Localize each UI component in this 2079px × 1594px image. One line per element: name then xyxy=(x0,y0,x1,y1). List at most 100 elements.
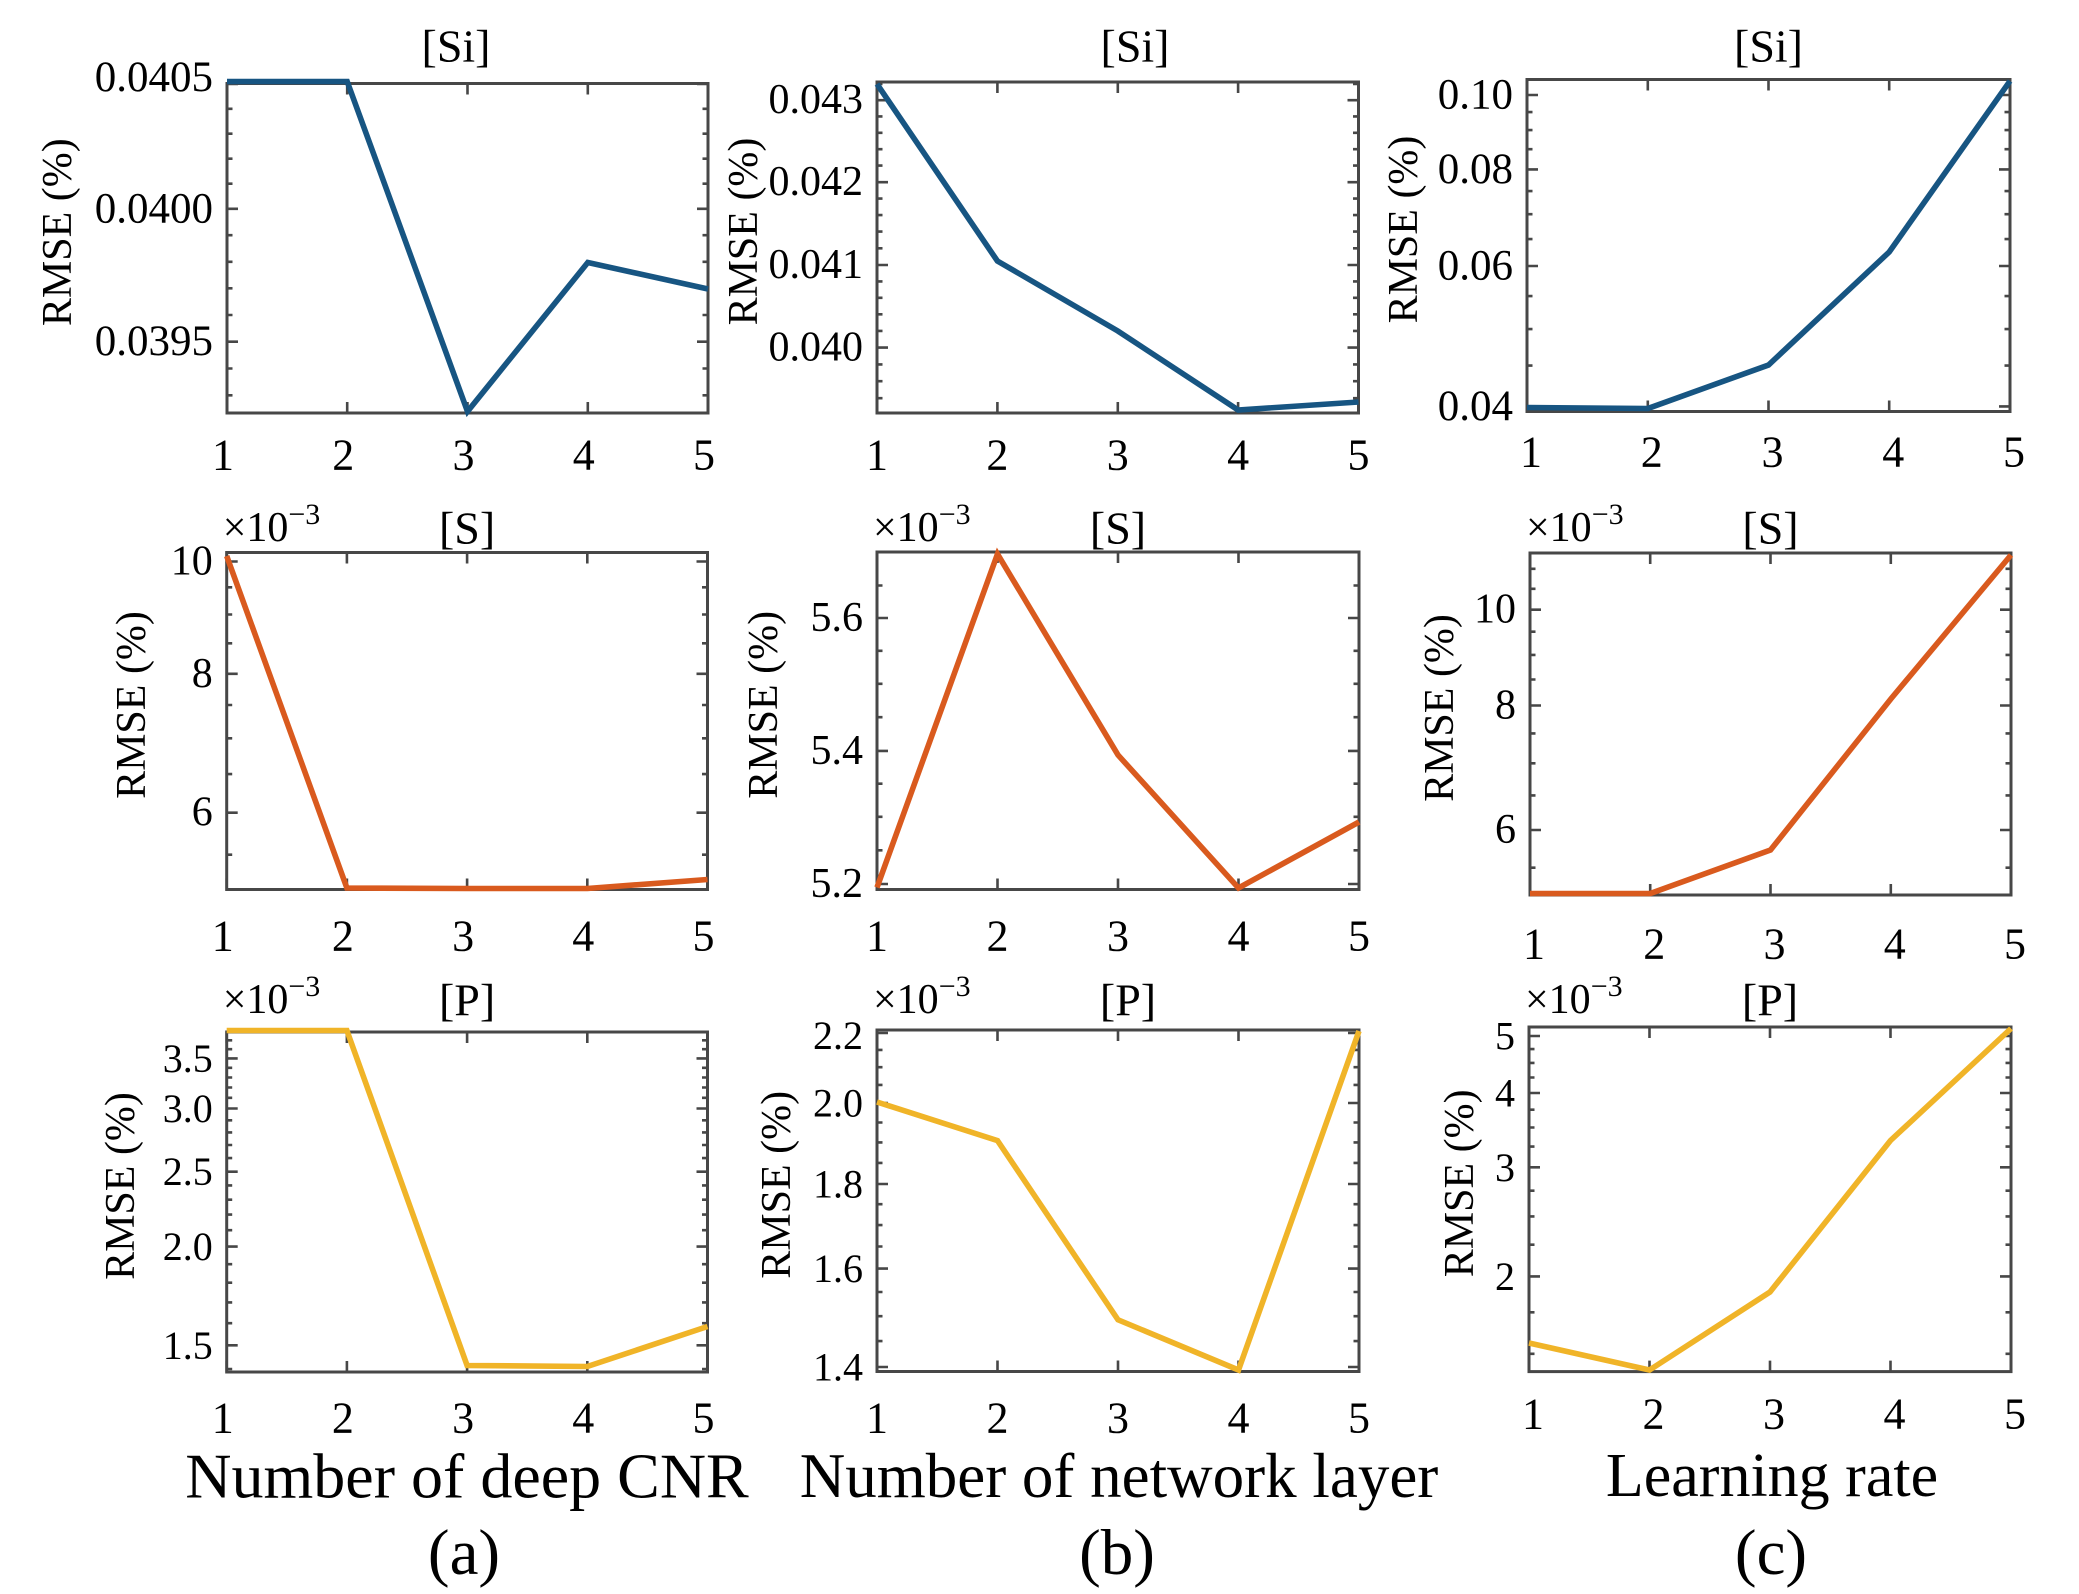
svg-text:1: 1 xyxy=(212,431,234,480)
svg-text:RMSE (%): RMSE (%) xyxy=(1381,136,1427,324)
svg-text:3: 3 xyxy=(1764,920,1786,969)
svg-text:0.04: 0.04 xyxy=(1438,383,1513,430)
svg-text:3: 3 xyxy=(1763,1390,1785,1439)
svg-text:1.5: 1.5 xyxy=(163,1323,213,1368)
svg-text:RMSE (%): RMSE (%) xyxy=(35,138,81,326)
svg-text:3: 3 xyxy=(452,1394,474,1443)
svg-text:1.8: 1.8 xyxy=(813,1162,863,1207)
svg-text:3: 3 xyxy=(1762,428,1784,477)
svg-text:5: 5 xyxy=(2003,428,2025,477)
svg-text:[S]: [S] xyxy=(1742,503,1798,554)
svg-text:10: 10 xyxy=(171,539,213,585)
svg-text:5: 5 xyxy=(1495,1014,1515,1059)
svg-text:1: 1 xyxy=(1520,428,1542,477)
svg-text:3: 3 xyxy=(453,431,475,480)
svg-text:Number of deep CNR: Number of deep CNR xyxy=(185,1441,749,1512)
svg-text:5.6: 5.6 xyxy=(811,595,864,641)
svg-text:5: 5 xyxy=(693,1394,715,1443)
svg-text:[P]: [P] xyxy=(439,975,495,1026)
svg-text:2.5: 2.5 xyxy=(163,1149,213,1194)
svg-text:6: 6 xyxy=(192,790,213,836)
svg-text:0.0405: 0.0405 xyxy=(95,54,213,101)
svg-text:4: 4 xyxy=(1884,920,1906,969)
svg-text:1: 1 xyxy=(866,912,888,961)
svg-text:2: 2 xyxy=(1643,1390,1665,1439)
svg-text:2.0: 2.0 xyxy=(163,1224,213,1269)
svg-text:0.042: 0.042 xyxy=(769,159,864,205)
svg-text:0.0400: 0.0400 xyxy=(95,185,213,232)
svg-text:5: 5 xyxy=(693,912,715,961)
svg-text:1: 1 xyxy=(1523,920,1545,969)
svg-text:[Si]: [Si] xyxy=(422,21,491,72)
svg-text:3: 3 xyxy=(1107,1394,1129,1443)
svg-text:3: 3 xyxy=(1107,431,1129,480)
svg-text:[S]: [S] xyxy=(439,503,495,554)
svg-text:RMSE (%): RMSE (%) xyxy=(754,1091,800,1279)
svg-text:1: 1 xyxy=(866,1394,888,1443)
svg-text:8: 8 xyxy=(1495,683,1516,729)
svg-text:2.2: 2.2 xyxy=(813,1013,863,1058)
svg-text:3: 3 xyxy=(452,912,474,961)
svg-text:Learning rate: Learning rate xyxy=(1606,1442,1938,1510)
svg-text:0.08: 0.08 xyxy=(1438,146,1513,193)
svg-text:2: 2 xyxy=(1641,428,1663,477)
svg-text:[Si]: [Si] xyxy=(1101,21,1170,72)
svg-text:4: 4 xyxy=(573,431,595,480)
svg-text:(a): (a) xyxy=(428,1517,500,1589)
svg-text:[Si]: [Si] xyxy=(1734,21,1803,72)
svg-text:3: 3 xyxy=(1495,1145,1515,1190)
svg-text:5: 5 xyxy=(1348,1394,1370,1443)
svg-text:0.041: 0.041 xyxy=(769,242,864,288)
svg-text:5.2: 5.2 xyxy=(811,861,864,907)
svg-text:2: 2 xyxy=(1495,1254,1515,1299)
svg-text:1: 1 xyxy=(866,431,888,480)
svg-text:(b): (b) xyxy=(1079,1517,1155,1589)
svg-text:4: 4 xyxy=(1884,1390,1906,1439)
svg-text:0.0395: 0.0395 xyxy=(95,318,213,365)
svg-text:3: 3 xyxy=(1107,912,1129,961)
svg-text:5: 5 xyxy=(1348,912,1370,961)
svg-text:4: 4 xyxy=(1882,428,1904,477)
svg-text:RMSE (%): RMSE (%) xyxy=(1437,1089,1483,1277)
svg-text:RMSE (%): RMSE (%) xyxy=(741,611,787,799)
svg-text:2: 2 xyxy=(987,912,1009,961)
svg-text:5: 5 xyxy=(1348,431,1370,480)
svg-text:RMSE (%): RMSE (%) xyxy=(109,611,155,799)
svg-text:4: 4 xyxy=(572,912,594,961)
svg-text:5.4: 5.4 xyxy=(811,728,864,774)
svg-text:4: 4 xyxy=(572,1394,594,1443)
svg-text:3.5: 3.5 xyxy=(163,1036,213,1081)
svg-text:4: 4 xyxy=(1227,431,1249,480)
svg-text:2: 2 xyxy=(1643,920,1665,969)
svg-text:5: 5 xyxy=(693,431,715,480)
svg-text:[P]: [P] xyxy=(1100,975,1156,1026)
svg-text:5: 5 xyxy=(2004,1390,2026,1439)
svg-text:1.4: 1.4 xyxy=(813,1345,863,1390)
svg-text:2: 2 xyxy=(987,1394,1009,1443)
svg-text:1: 1 xyxy=(1522,1390,1544,1439)
svg-text:(c): (c) xyxy=(1735,1517,1807,1589)
svg-text:5: 5 xyxy=(2004,920,2026,969)
svg-text:2.0: 2.0 xyxy=(813,1081,863,1126)
svg-text:Number of network layer: Number of network layer xyxy=(800,1441,1439,1511)
svg-text:0.043: 0.043 xyxy=(769,77,864,123)
svg-text:RMSE (%): RMSE (%) xyxy=(98,1092,144,1280)
svg-text:RMSE (%): RMSE (%) xyxy=(721,138,767,326)
svg-text:×10−3: ×10−3 xyxy=(873,498,971,552)
svg-text:×10−3: ×10−3 xyxy=(873,970,971,1024)
svg-text:6: 6 xyxy=(1495,807,1516,853)
svg-text:3.0: 3.0 xyxy=(163,1086,213,1131)
svg-text:0.10: 0.10 xyxy=(1438,72,1513,119)
svg-text:2: 2 xyxy=(986,431,1008,480)
svg-text:4: 4 xyxy=(1228,1394,1250,1443)
svg-text:2: 2 xyxy=(332,912,354,961)
svg-text:4: 4 xyxy=(1495,1071,1515,1116)
svg-text:0.040: 0.040 xyxy=(769,325,864,371)
svg-text:4: 4 xyxy=(1228,912,1250,961)
svg-text:RMSE (%): RMSE (%) xyxy=(1417,614,1463,802)
svg-text:1.6: 1.6 xyxy=(813,1246,863,1291)
svg-text:[P]: [P] xyxy=(1742,975,1798,1026)
svg-text:2: 2 xyxy=(332,431,354,480)
svg-text:1: 1 xyxy=(212,1394,234,1443)
svg-text:2: 2 xyxy=(332,1394,354,1443)
